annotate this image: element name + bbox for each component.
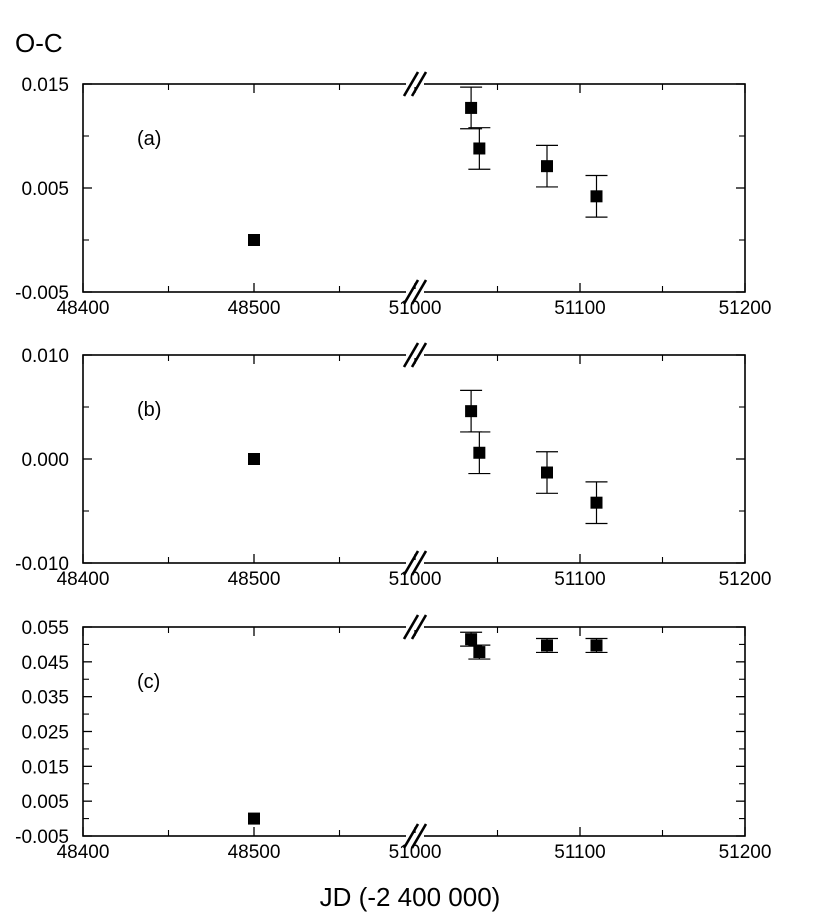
y-tick-label: 0.015 [21, 75, 69, 96]
axis-break-slash [410, 823, 428, 849]
data-point-marker [473, 446, 486, 459]
x-tick-label: 48500 [228, 298, 281, 319]
data-point-marker [590, 190, 603, 203]
data-point-marker [248, 453, 260, 465]
x-tick-label: 51100 [554, 298, 605, 319]
axis-break-slash [410, 342, 428, 368]
x-tick-label: 48500 [228, 569, 281, 590]
x-tick-label: 51200 [719, 569, 772, 590]
y-tick-label: 0.005 [21, 179, 69, 200]
y-tick-label: 0.015 [21, 757, 69, 778]
axis-break-slash [410, 71, 428, 97]
data-point-marker [248, 812, 260, 825]
y-tick-label: 0.055 [21, 618, 69, 639]
y-tick-label: 0.035 [21, 688, 69, 709]
axis-break-top [402, 71, 428, 97]
axis-break-slash [402, 614, 420, 640]
y-tick-label: -0.005 [15, 827, 69, 848]
axis-break-gap [406, 560, 424, 566]
x-tick-label: 51000 [389, 842, 442, 863]
axis-break-slash [402, 823, 420, 849]
data-point-marker [473, 142, 486, 155]
axis-break-slash [402, 71, 420, 97]
data-point-marker [541, 639, 553, 652]
plot-frame [82, 83, 746, 293]
panel-label: (a) [137, 128, 161, 150]
data-point-marker [465, 633, 478, 646]
x-tick-label: 51100 [554, 842, 605, 863]
axis-break-bottom [402, 823, 428, 849]
axis-break-top [402, 342, 428, 368]
axis-break-top [402, 614, 428, 640]
y-tick-label: 0.025 [21, 723, 69, 744]
axis-break-gap [406, 352, 424, 358]
y-tick-label: 0.010 [21, 346, 69, 367]
y-tick-label: 0.045 [21, 653, 69, 674]
data-point-marker [465, 101, 478, 114]
axis-break-gap [406, 833, 424, 839]
data-point-marker [541, 466, 553, 479]
axis-break-gap [406, 289, 424, 295]
data-point-marker [541, 160, 553, 173]
x-tick-label: 51200 [719, 842, 772, 863]
data-point-marker [590, 639, 603, 652]
x-tick-label: 48400 [57, 569, 110, 590]
panel-c: 0.055 0.045 0.035 0.025 0.015 0.005 -0.0054840… [15, 614, 772, 863]
y-axis-title: O-C [15, 28, 63, 58]
x-tick-label: 48400 [57, 298, 110, 319]
y-tick-label: -0.010 [15, 554, 69, 575]
axis-break-slash [402, 342, 420, 368]
x-tick-label: 51200 [719, 298, 772, 319]
axis-break-gap [406, 624, 424, 630]
data-point-marker [590, 496, 603, 509]
axis-break-slash [410, 550, 428, 576]
panel-label: (c) [137, 671, 160, 693]
y-tick-label: -0.005 [15, 283, 69, 304]
axis-break-bottom [402, 550, 428, 576]
data-point-marker [248, 234, 260, 246]
axis-break-slash [402, 550, 420, 576]
x-axis-title: JD (-2 400 000) [320, 882, 501, 912]
x-tick-label: 51000 [389, 569, 442, 590]
axis-break-slash [410, 279, 428, 305]
x-tick-label: 51000 [389, 298, 442, 319]
x-tick-label: 48500 [228, 842, 281, 863]
y-tick-label: 0.000 [21, 450, 69, 471]
axis-break-bottom [402, 279, 428, 305]
plot-frame [82, 354, 746, 564]
axis-break-slash [410, 614, 428, 640]
plot-frame [82, 626, 746, 837]
x-tick-label: 51100 [554, 569, 605, 590]
data-point-marker [473, 646, 486, 659]
axis-break-gap [406, 81, 424, 87]
data-point-marker [465, 405, 478, 418]
panel-label: (b) [137, 399, 161, 421]
x-tick-label: 48400 [57, 842, 110, 863]
y-tick-label: 0.005 [21, 792, 69, 813]
axis-break-slash [402, 279, 420, 305]
